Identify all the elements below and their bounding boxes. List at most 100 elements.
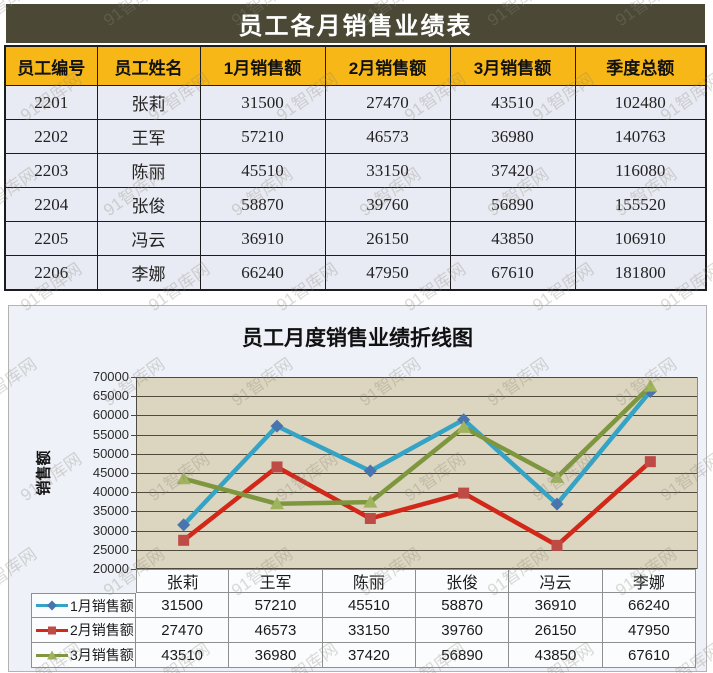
table-cell[interactable]: 37420 bbox=[449, 153, 576, 188]
y-tick-mark bbox=[131, 473, 136, 474]
legend-item[interactable]: 3月销售额 bbox=[31, 643, 136, 668]
table-cell[interactable]: 66240 bbox=[199, 255, 326, 291]
table-cell[interactable]: 2206 bbox=[4, 255, 98, 291]
data-table-value: 66240 bbox=[602, 593, 696, 618]
table-cell[interactable]: 2204 bbox=[4, 187, 98, 222]
legend-item[interactable]: 1月销售额 bbox=[31, 593, 136, 618]
table-cell[interactable]: 33150 bbox=[324, 153, 451, 188]
chart-title: 员工月度销售业绩折线图 bbox=[242, 327, 473, 350]
gridline bbox=[137, 396, 697, 398]
table-cell[interactable]: 李娜 bbox=[96, 255, 201, 291]
triangle-marker bbox=[550, 470, 564, 483]
gridline bbox=[137, 568, 697, 569]
table-cell[interactable]: 43850 bbox=[449, 221, 576, 256]
table-cell[interactable]: 67610 bbox=[449, 255, 576, 291]
diamond-legend-icon bbox=[36, 600, 68, 611]
category-label: 陈丽 bbox=[322, 569, 416, 593]
table-cell[interactable]: 46573 bbox=[324, 119, 451, 154]
gridline bbox=[137, 473, 697, 474]
data-table-value: 33150 bbox=[322, 618, 416, 643]
table-cell[interactable]: 45510 bbox=[199, 153, 326, 188]
square-marker bbox=[644, 456, 656, 468]
data-table-value: 46573 bbox=[229, 618, 323, 643]
series-line bbox=[181, 389, 653, 528]
table-cell[interactable]: 155520 bbox=[574, 187, 707, 222]
triangle-marker bbox=[456, 420, 471, 433]
y-tick-mark bbox=[131, 415, 136, 417]
square-marker bbox=[551, 539, 563, 551]
table-cell[interactable]: 张俊 bbox=[96, 187, 201, 222]
column-header[interactable]: 员工编号 bbox=[4, 45, 98, 86]
triangle-marker bbox=[363, 495, 378, 508]
table-row: 2204 张俊 58870 39760 56890 155520 bbox=[4, 187, 707, 222]
column-header[interactable]: 员工姓名 bbox=[96, 45, 201, 86]
table-cell[interactable]: 王军 bbox=[96, 119, 201, 154]
data-table-value: 47950 bbox=[602, 618, 696, 643]
table-cell[interactable]: 31500 bbox=[199, 85, 326, 120]
table-row: 2201 张莉 31500 27470 43510 102480 bbox=[4, 85, 707, 120]
table-cell[interactable]: 张莉 bbox=[96, 85, 201, 120]
chart-container[interactable]: 员工月度销售业绩折线图 销售额 70000 65000 60000 55000 5000… bbox=[8, 305, 707, 672]
triangle-legend-icon bbox=[36, 650, 68, 659]
table-cell[interactable]: 2205 bbox=[4, 221, 98, 256]
y-tick-label: 55000 bbox=[92, 426, 129, 442]
legend-item[interactable]: 2月销售额 bbox=[31, 618, 136, 643]
legend-label: 1月销售额 bbox=[70, 597, 134, 614]
square-marker bbox=[458, 487, 470, 499]
square-marker bbox=[271, 461, 283, 473]
table-cell[interactable]: 181800 bbox=[574, 255, 707, 291]
table-cell[interactable]: 26150 bbox=[324, 221, 451, 256]
table-cell[interactable]: 2201 bbox=[4, 85, 98, 120]
column-header[interactable]: 3月销售额 bbox=[449, 45, 576, 86]
table-cell[interactable]: 36910 bbox=[199, 221, 326, 256]
table-cell[interactable]: 56890 bbox=[449, 187, 576, 222]
table-cell[interactable]: 140763 bbox=[574, 119, 707, 154]
table-cell[interactable]: 116080 bbox=[574, 153, 707, 188]
table-cell[interactable]: 106910 bbox=[574, 221, 707, 256]
gridline bbox=[137, 492, 697, 494]
category-label: 冯云 bbox=[509, 569, 603, 593]
table-cell[interactable]: 27470 bbox=[324, 85, 451, 120]
y-tick-label: 20000 bbox=[92, 561, 129, 576]
table-cell[interactable]: 2203 bbox=[4, 153, 98, 188]
data-table-value: 36980 bbox=[229, 643, 323, 668]
table-cell[interactable]: 冯云 bbox=[96, 221, 201, 256]
table-row: 2205 冯云 36910 26150 43850 106910 bbox=[4, 221, 707, 256]
y-tick-label: 45000 bbox=[92, 465, 129, 480]
y-tick-mark bbox=[131, 377, 136, 378]
table-cell[interactable]: 102480 bbox=[574, 85, 707, 120]
y-tick-mark bbox=[131, 549, 136, 551]
gridline bbox=[137, 511, 697, 513]
table-cell[interactable]: 2202 bbox=[4, 119, 98, 154]
y-tick-mark bbox=[131, 492, 136, 494]
table-cell[interactable]: 57210 bbox=[199, 119, 326, 154]
diamond-marker bbox=[550, 497, 564, 511]
data-table-value: 31500 bbox=[136, 593, 230, 618]
gridline bbox=[137, 530, 697, 532]
table-cell[interactable]: 47950 bbox=[324, 255, 451, 291]
table-cell[interactable]: 58870 bbox=[199, 187, 326, 222]
diamond-marker bbox=[270, 419, 284, 433]
category-label: 张莉 bbox=[136, 569, 230, 593]
chart-data-table: 张莉 王军 陈丽 张俊 冯云 李娜 1月销售额 31500 57210 45510 58870 369… bbox=[31, 569, 696, 668]
table-cell[interactable]: 43510 bbox=[449, 85, 576, 120]
gridline bbox=[137, 549, 697, 551]
column-header[interactable]: 1月销售额 bbox=[199, 45, 326, 86]
column-header[interactable]: 季度总额 bbox=[574, 45, 707, 86]
table-cell[interactable]: 陈丽 bbox=[96, 153, 201, 188]
column-header[interactable]: 2月销售额 bbox=[324, 45, 451, 86]
y-tick-label: 70000 bbox=[92, 369, 129, 384]
diamond-marker bbox=[363, 464, 377, 478]
y-tick-mark bbox=[131, 530, 136, 532]
gridline bbox=[137, 434, 697, 436]
series-lines bbox=[176, 379, 658, 551]
table-cell[interactable]: 36980 bbox=[449, 119, 576, 154]
gridline bbox=[137, 377, 697, 378]
y-tick-mark bbox=[131, 511, 136, 513]
data-table-value: 37420 bbox=[322, 643, 416, 668]
y-tick-label: 65000 bbox=[92, 388, 129, 404]
category-label: 张俊 bbox=[416, 569, 510, 593]
y-tick-label: 35000 bbox=[92, 503, 129, 519]
table-cell[interactable]: 39760 bbox=[324, 187, 451, 222]
